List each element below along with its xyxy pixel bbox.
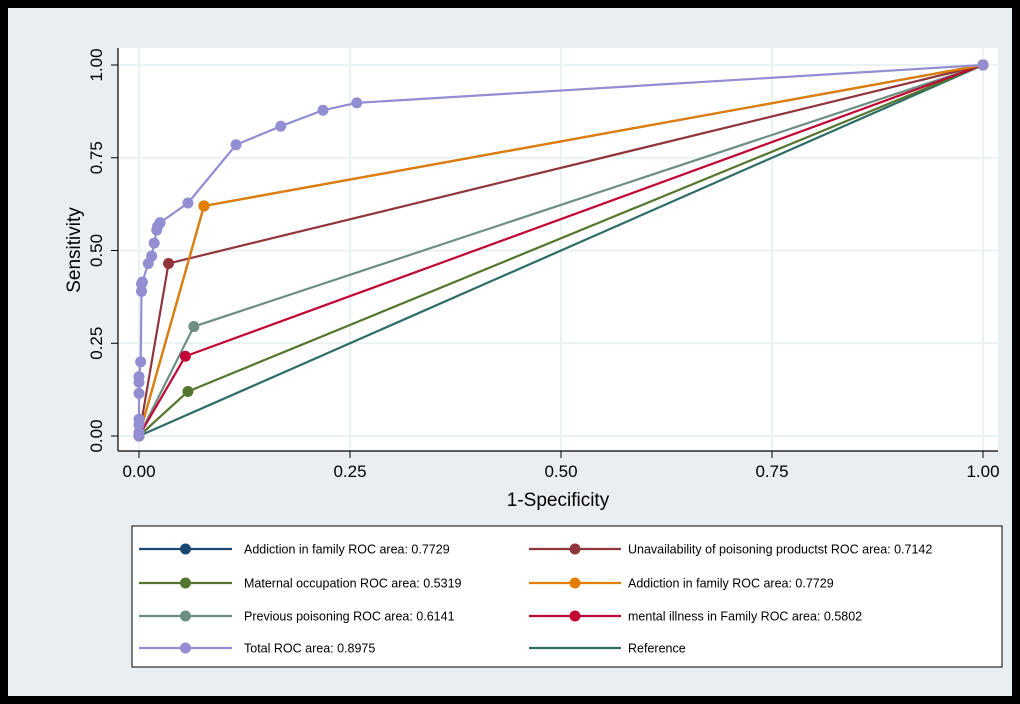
y-tick-label: 0.00: [87, 419, 106, 452]
data-point-6: [182, 197, 194, 209]
legend-label-5: mental illness in Family ROC area: 0.580…: [628, 610, 862, 624]
legend-marker-3: [569, 577, 581, 589]
series-line-7: [138, 63, 984, 438]
x-tick-label: 0.25: [333, 462, 366, 481]
data-point-2: [182, 385, 194, 397]
y-axis-title: Sensitivity: [64, 207, 85, 293]
legend-marker-5: [569, 610, 581, 622]
data-point-6: [136, 276, 148, 288]
legend-marker-0: [180, 543, 191, 555]
data-point-6: [133, 387, 145, 399]
legend-label-2: Maternal occupation ROC area: 0.5319: [244, 577, 462, 591]
legend-label-3: Addiction in family ROC area: 0.7729: [628, 577, 834, 591]
data-point-6: [977, 59, 989, 71]
data-point-6: [230, 139, 242, 151]
legend-label-0: Addiction in family ROC area: 0.7729: [244, 543, 450, 557]
data-point-6: [135, 356, 147, 368]
data-point-6: [146, 250, 158, 262]
data-point-6: [133, 413, 145, 425]
legend-label-7: Reference: [628, 642, 686, 656]
data-point-4: [188, 321, 200, 333]
data-point-6: [317, 104, 329, 116]
data-point-6: [148, 237, 160, 249]
x-tick-label: 0.00: [122, 462, 155, 481]
legend-label-1: Unavailability of poisoning productst RO…: [628, 543, 932, 557]
legend-marker-6: [180, 642, 191, 654]
roc-chart: 0.00 0.25 0.50 0.75 1.00 0.00 0.25 0.50 0.75 1.00…: [26, 26, 1003, 691]
data-point-6: [154, 217, 166, 229]
data-point-6: [133, 371, 145, 383]
data-point-6: [275, 120, 287, 132]
legend-marker-2: [180, 577, 191, 589]
x-axis-title: 1-Specificity: [507, 490, 610, 511]
legend-marker-4: [180, 610, 191, 622]
legend-label-6: Total ROC area: 0.8975: [244, 642, 375, 656]
legend-label-4: Previous poisoning ROC area: 0.6141: [244, 610, 455, 624]
data-point-3: [198, 200, 210, 212]
x-tick-label: 0.75: [755, 462, 788, 481]
data-point-6: [351, 97, 363, 109]
y-tick-label: 0.25: [87, 327, 106, 360]
data-point-5: [179, 350, 191, 362]
data-point-1: [163, 257, 175, 269]
y-tick-label: 0.75: [87, 141, 106, 174]
x-tick-label: 1.00: [966, 462, 999, 481]
x-tick-label: 0.50: [544, 462, 577, 481]
y-tick-label: 1.00: [87, 48, 106, 81]
legend-marker-1: [569, 543, 581, 555]
y-tick-label: 0.50: [87, 234, 106, 267]
